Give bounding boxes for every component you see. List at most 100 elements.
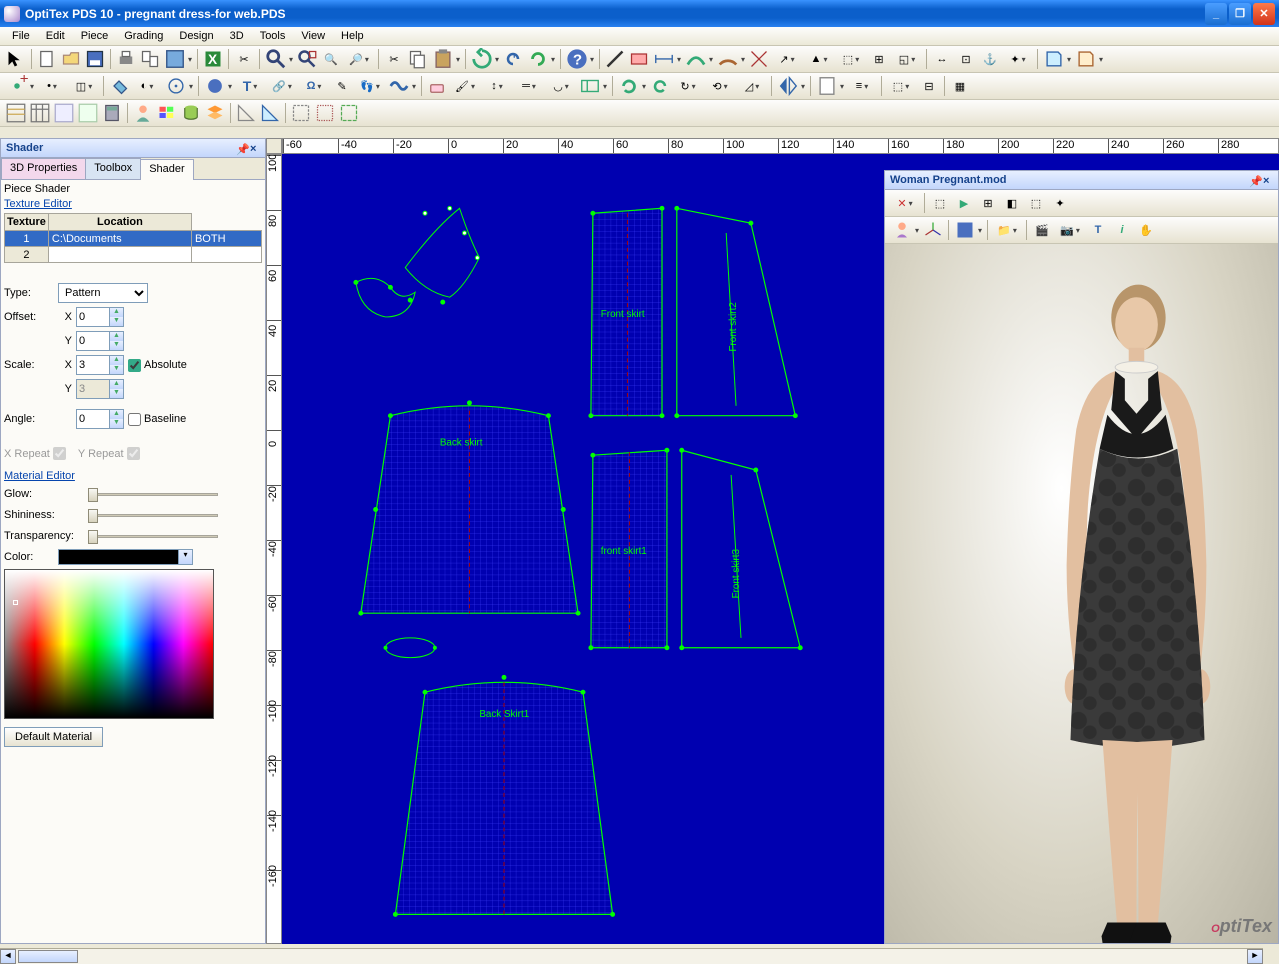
menu-design[interactable]: Design: [171, 28, 221, 44]
color-swatch[interactable]: ▾: [58, 549, 193, 565]
curve-tool-icon[interactable]: [684, 48, 714, 70]
print-icon[interactable]: [115, 48, 137, 70]
layers-tool-icon[interactable]: [204, 102, 226, 124]
link-tool-icon[interactable]: 🔗: [267, 75, 297, 97]
print-preview-icon[interactable]: [139, 48, 161, 70]
grid1-icon[interactable]: [5, 102, 27, 124]
target-icon[interactable]: [164, 75, 194, 97]
pin-icon[interactable]: 📌: [236, 143, 246, 153]
align-icon[interactable]: ≡: [847, 75, 877, 97]
panel3d-close-icon[interactable]: ×: [1263, 175, 1273, 185]
pattern1-icon[interactable]: [290, 102, 312, 124]
texture-row-2[interactable]: 2: [5, 247, 262, 263]
offset-x-input[interactable]: ▲▼: [76, 307, 124, 327]
trim-icon[interactable]: [748, 48, 770, 70]
cursor-tool[interactable]: [5, 48, 27, 70]
blend-icon[interactable]: ◐: [132, 75, 162, 97]
gear-blue-icon[interactable]: [203, 75, 233, 97]
rotate-cw2-icon[interactable]: ↻: [673, 75, 703, 97]
extend-icon[interactable]: ↗: [772, 48, 802, 70]
anchor-icon[interactable]: ⚓: [979, 48, 1001, 70]
wave-icon[interactable]: [387, 75, 417, 97]
triangle2-icon[interactable]: [259, 102, 281, 124]
grid4-icon[interactable]: [77, 102, 99, 124]
baseline-checkbox[interactable]: Baseline: [128, 413, 186, 426]
panel3d-pin-icon[interactable]: 📌: [1249, 175, 1259, 185]
mirror-piece-icon[interactable]: ◫: [69, 75, 99, 97]
folder-3d-icon[interactable]: 📁: [992, 219, 1022, 241]
rect-tool-icon[interactable]: [628, 48, 650, 70]
scroll-right-button[interactable]: ►: [1247, 949, 1263, 964]
maximize-button[interactable]: ❐: [1229, 3, 1251, 25]
texture-row-1[interactable]: 1C:\DocumentsBOTH: [5, 231, 262, 247]
menu-view[interactable]: View: [293, 28, 333, 44]
close-model-icon[interactable]: ✕: [890, 192, 920, 214]
paste-icon[interactable]: [431, 48, 461, 70]
shininess-slider[interactable]: [88, 506, 218, 524]
transparency-slider[interactable]: [88, 527, 218, 545]
flip-corner-icon[interactable]: ◿: [737, 75, 767, 97]
rect-star-icon[interactable]: ⬚: [886, 75, 916, 97]
pattern2-icon[interactable]: [314, 102, 336, 124]
scroll-track[interactable]: [16, 949, 1247, 964]
info-3d-icon[interactable]: i: [1111, 219, 1133, 241]
view-icon[interactable]: ⊞: [977, 192, 999, 214]
glow-slider[interactable]: [88, 485, 218, 503]
text-icon[interactable]: T: [235, 75, 265, 97]
flip-h-icon[interactable]: [776, 75, 806, 97]
spacing-icon[interactable]: ↕: [482, 75, 512, 97]
fill-tool-icon[interactable]: [108, 75, 130, 97]
material-editor-link[interactable]: Material Editor: [4, 470, 262, 482]
rotate-ccw-icon[interactable]: [617, 75, 647, 97]
help-icon[interactable]: ?: [565, 48, 595, 70]
menu-edit[interactable]: Edit: [38, 28, 73, 44]
undo-icon[interactable]: [502, 48, 524, 70]
menu-piece[interactable]: Piece: [73, 28, 117, 44]
triangle-icon[interactable]: [235, 102, 257, 124]
arc-tool-icon[interactable]: [716, 48, 746, 70]
cut-piece-icon[interactable]: ✂: [233, 48, 255, 70]
database-icon[interactable]: [180, 102, 202, 124]
movie-icon[interactable]: 🎬: [1031, 219, 1053, 241]
zoom-fit-icon[interactable]: [296, 48, 318, 70]
fit-icon[interactable]: ◱: [892, 48, 922, 70]
texture-editor-link[interactable]: Texture Editor: [4, 198, 262, 210]
open-icon[interactable]: [60, 48, 82, 70]
color-picker[interactable]: [4, 569, 214, 719]
play-icon[interactable]: ▶: [953, 192, 975, 214]
avatar-icon[interactable]: [890, 219, 920, 241]
zoom-selection-icon[interactable]: 🔍: [320, 48, 342, 70]
menu-3d[interactable]: 3D: [222, 28, 252, 44]
axes-icon[interactable]: [922, 219, 944, 241]
save-3d-icon[interactable]: [953, 219, 983, 241]
scale-x-input[interactable]: ▲▼: [76, 355, 124, 375]
copy-icon[interactable]: [407, 48, 429, 70]
viewport-3d[interactable]: OOptiTexptiTex: [885, 244, 1278, 943]
close-button[interactable]: ✕: [1253, 3, 1275, 25]
hand-icon[interactable]: ✋: [1135, 219, 1157, 241]
point-insert-icon[interactable]: +: [5, 75, 35, 97]
sparkle-icon[interactable]: ✦: [1049, 192, 1071, 214]
tab-shader[interactable]: Shader: [140, 159, 193, 180]
snap-icon[interactable]: ⊡: [955, 48, 977, 70]
zoom-icon[interactable]: [264, 48, 294, 70]
scroll-thumb[interactable]: [18, 950, 78, 963]
export-icon[interactable]: [163, 48, 193, 70]
menu-grading[interactable]: Grading: [116, 28, 171, 44]
menu-help[interactable]: Help: [333, 28, 372, 44]
point-add-icon[interactable]: •: [37, 75, 67, 97]
angle-input[interactable]: ▲▼: [76, 409, 124, 429]
rotate-piece-icon[interactable]: [470, 48, 500, 70]
arrange-icon[interactable]: ⬚: [836, 48, 866, 70]
absolute-checkbox[interactable]: Absolute: [128, 359, 187, 372]
offset-y-input[interactable]: ▲▼: [76, 331, 124, 351]
section-icon[interactable]: [578, 75, 608, 97]
redo-icon[interactable]: [526, 48, 556, 70]
selection-icon[interactable]: ⬚: [1025, 192, 1047, 214]
minimize-button[interactable]: _: [1205, 3, 1227, 25]
box-icon[interactable]: ⬚: [929, 192, 951, 214]
panel-close-icon[interactable]: ×: [250, 143, 260, 153]
collapse-icon[interactable]: ⊟: [918, 75, 940, 97]
eraser-icon[interactable]: [426, 75, 448, 97]
horizontal-scrollbar[interactable]: ◄ ►: [0, 948, 1263, 964]
